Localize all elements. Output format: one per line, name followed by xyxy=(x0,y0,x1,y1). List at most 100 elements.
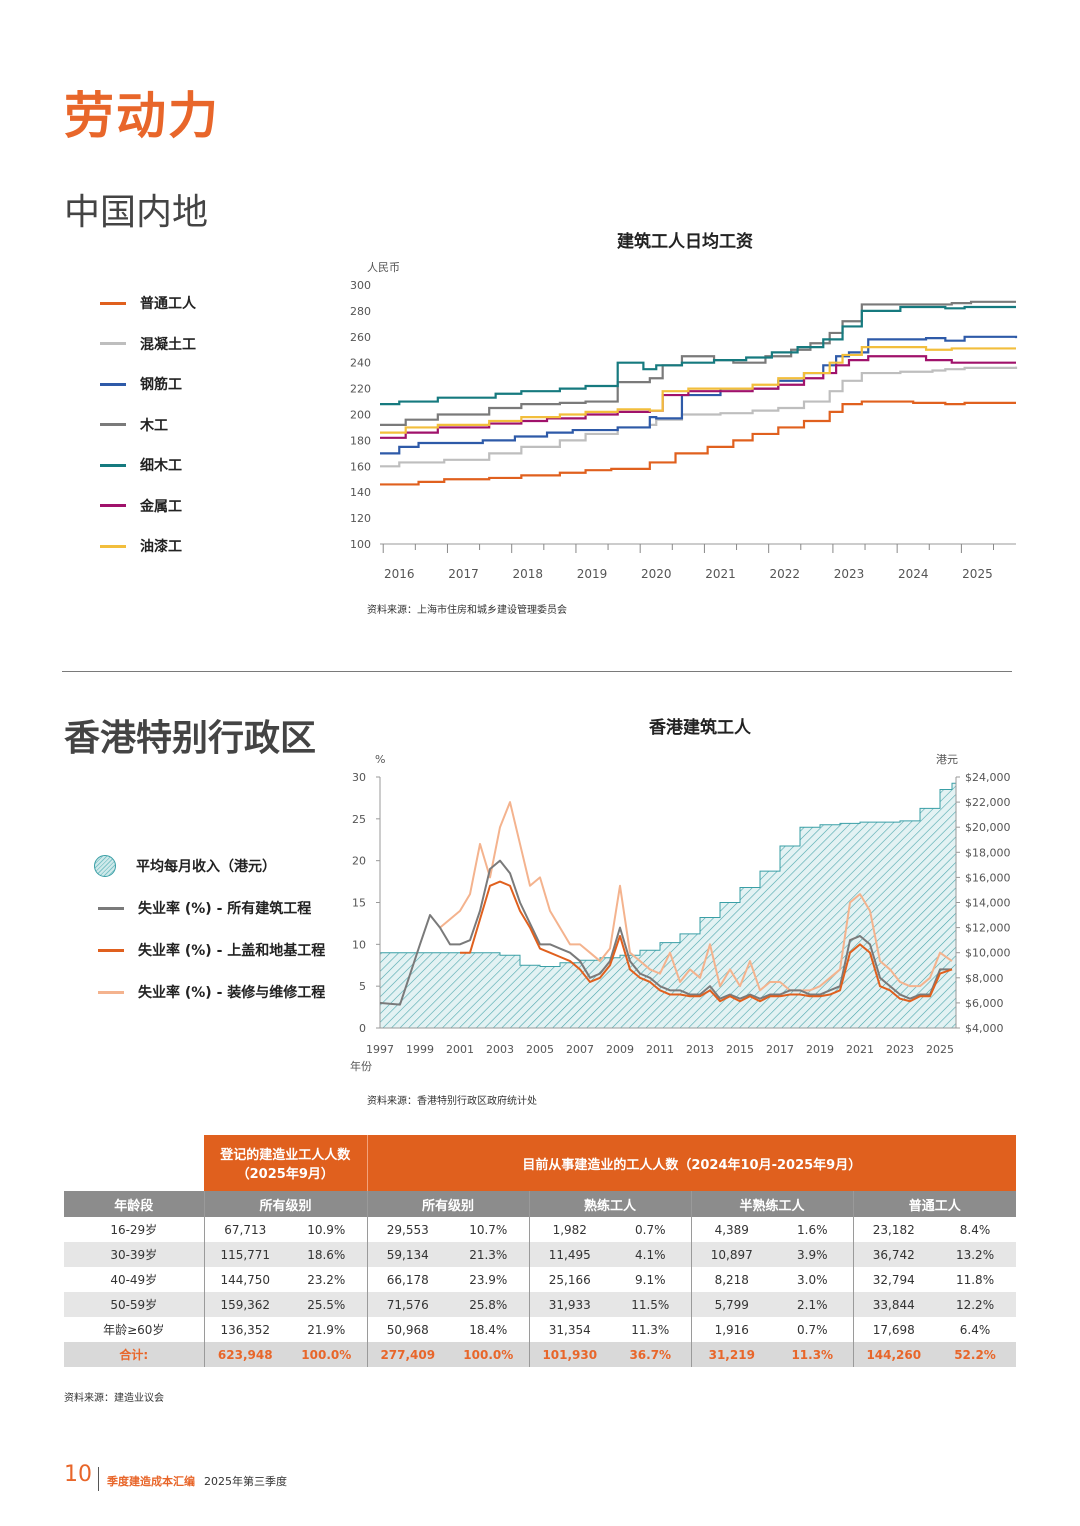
x-tick-label: 2025 xyxy=(962,567,993,581)
total-cell-reg-p: 100.0% xyxy=(286,1342,368,1367)
legend2-item: 失业率 (%) - 上盖和地基工程 xyxy=(98,940,325,960)
total-cell-gen-p: 52.2% xyxy=(934,1342,1017,1367)
table-cell-gen-n: 33,844 xyxy=(852,1292,935,1317)
y-left-tick-label: 10 xyxy=(352,938,366,951)
table-group-header-row: 登记的建造业工人人数（2025年9月） 目前从事建造业的工人人数（2024年10… xyxy=(64,1135,1017,1191)
y-left-tick-label: 15 xyxy=(352,897,366,910)
header-registered: 登记的建造业工人人数（2025年9月） xyxy=(204,1135,368,1191)
age-group-cell: 年龄≥60岁 xyxy=(64,1317,204,1342)
y-tick-label: 280 xyxy=(350,305,371,318)
labour-table: 登记的建造业工人人数（2025年9月） 目前从事建造业的工人人数（2024年10… xyxy=(64,1135,1017,1367)
series-line-钢筋工 xyxy=(380,335,1018,455)
legend-swatch xyxy=(100,504,126,507)
table-cell-gen-p: 13.2% xyxy=(934,1242,1017,1267)
table-cell-reg-p: 10.9% xyxy=(286,1217,368,1242)
table-cell-semi-n: 10,897 xyxy=(690,1242,773,1267)
table-cell-semi-p: 0.7% xyxy=(772,1317,854,1342)
table-cell-all-p: 21.3% xyxy=(448,1242,530,1267)
table-cell-sk-n: 1,982 xyxy=(528,1217,611,1242)
x-tick-label: 2022 xyxy=(769,567,800,581)
series-line-油漆工 xyxy=(380,346,1016,434)
total-cell-reg-n: 623,948 xyxy=(203,1342,286,1367)
legend-swatch xyxy=(100,423,126,426)
y-right-tick-label: $8,000 xyxy=(965,972,1004,985)
table-cell-sk-n: 25,166 xyxy=(528,1267,611,1292)
y-left-tick-label: 20 xyxy=(352,855,366,868)
x-tick-label: 2011 xyxy=(646,1043,674,1056)
legend-label: 失业率 (%) - 所有建筑工程 xyxy=(138,901,312,917)
y-tick-label: 120 xyxy=(350,512,371,525)
legend-swatch xyxy=(100,301,126,305)
chart1-legend: 普通工人 混凝土工 钢筋工 木工 细木工 金属工 油漆工 xyxy=(100,293,196,577)
total-cell-semi-n: 31,219 xyxy=(690,1342,773,1367)
table-cell-reg-p: 18.6% xyxy=(286,1242,368,1267)
total-cell-gen-n: 144,260 xyxy=(852,1342,935,1367)
legend-label: 普通工人 xyxy=(140,296,196,312)
series-line-失业率 (%) - 上盖和地基工程 xyxy=(460,880,953,1003)
chart2-plot: % 港元051015202530$4,000$6,000$8,000$10,000… xyxy=(350,753,1011,1073)
age-group-cell: 30-39岁 xyxy=(64,1242,204,1267)
chart2-source: 资料来源：香港特别行政区政府统计处 xyxy=(367,1096,537,1107)
y-left-label: % xyxy=(375,753,385,766)
x-tick-label: 2021 xyxy=(846,1043,874,1056)
y-left-tick-label: 30 xyxy=(352,771,366,784)
table-cell-semi-n: 4,389 xyxy=(690,1217,773,1242)
table-cell-semi-p: 3.9% xyxy=(772,1242,854,1267)
table-cell-all-n: 66,178 xyxy=(366,1267,449,1292)
x-tick-label: 2003 xyxy=(486,1043,514,1056)
y-tick-label: 200 xyxy=(350,409,371,422)
x-tick-label: 2020 xyxy=(641,567,672,581)
income-area xyxy=(379,782,957,1029)
series-line-混凝土工 xyxy=(380,366,1018,468)
x-tick-label: 2019 xyxy=(806,1043,834,1056)
footer-divider xyxy=(98,1467,99,1491)
table-cell-gen-n: 17,698 xyxy=(852,1317,935,1342)
table-cell-reg-n: 144,750 xyxy=(203,1267,286,1292)
legend-swatch xyxy=(100,544,126,548)
x-tick-label: 2019 xyxy=(577,567,608,581)
y-tick-label: 160 xyxy=(350,460,371,473)
total-cell-all-p: 100.0% xyxy=(448,1342,530,1367)
header-skilled: 熟练工人 xyxy=(528,1191,692,1217)
y-right-tick-label: $22,000 xyxy=(965,796,1011,809)
legend1-item: 普通工人 xyxy=(100,293,196,313)
table-cell-semi-n: 1,916 xyxy=(690,1317,773,1342)
legend-label: 失业率 (%) - 装修与维修工程 xyxy=(138,985,326,1001)
legend-swatch xyxy=(100,382,126,386)
table-cell-gen-p: 8.4% xyxy=(934,1217,1017,1242)
section-divider xyxy=(62,671,1012,672)
header-general: 普通工人 xyxy=(852,1191,1017,1217)
chart1-source: 资料来源：上海市住房和城乡建设管理委员会 xyxy=(367,605,567,616)
legend-label: 油漆工 xyxy=(140,539,182,555)
y-tick-label: 100 xyxy=(350,538,371,551)
y-right-tick-label: $10,000 xyxy=(965,947,1011,960)
table-cell-all-p: 18.4% xyxy=(448,1317,530,1342)
hatched-circle-icon xyxy=(94,855,116,877)
section-title-hk: 香港特别行政区 xyxy=(64,718,317,759)
y-tick-label: 220 xyxy=(350,383,371,396)
legend-label: 钢筋工 xyxy=(140,377,182,393)
x-tick-label: 2023 xyxy=(886,1043,914,1056)
series-line-细木工 xyxy=(380,305,1016,406)
table-cell-reg-n: 115,771 xyxy=(203,1242,286,1267)
x-tick-label: 2023 xyxy=(834,567,865,581)
y-tick-label: 180 xyxy=(350,434,371,447)
table-row: 16-29岁 67,713 10.9% 29,553 10.7% 1,982 0.7% 4,3… xyxy=(64,1217,1017,1242)
series-line-失业率 (%) - 装修与维修工程 xyxy=(439,801,953,992)
header-reg-all: 所有级别 xyxy=(203,1191,368,1217)
table-cell-sk-n: 11,495 xyxy=(528,1242,611,1267)
legend1-item: 木工 xyxy=(100,415,196,435)
table-cell-reg-n: 67,713 xyxy=(203,1217,286,1242)
legend1-item: 油漆工 xyxy=(100,536,196,556)
chart2-legend: 平均每月收入（港元） 失业率 (%) - 所有建筑工程 失业率 (%) - 上盖和地… xyxy=(94,855,326,1024)
table-row: 年龄≥60岁 136,352 21.9% 50,968 18.4% 31,354 11.3%… xyxy=(64,1317,1017,1342)
table-cell-semi-n: 5,799 xyxy=(690,1292,773,1317)
legend1-item: 细木工 xyxy=(100,455,196,475)
x-tick-label: 2017 xyxy=(448,567,479,581)
y-tick-label: 300 xyxy=(350,279,371,292)
y-axis-label: 人民币 xyxy=(367,261,400,274)
table-total-row: 合计: 623,948 100.0% 277,409 100.0% 101,930 36.7… xyxy=(64,1342,1017,1367)
y-left-tick-label: 5 xyxy=(359,980,366,993)
table-cell-sk-p: 9.1% xyxy=(610,1267,692,1292)
section-title-mainland: 中国内地 xyxy=(64,192,209,233)
